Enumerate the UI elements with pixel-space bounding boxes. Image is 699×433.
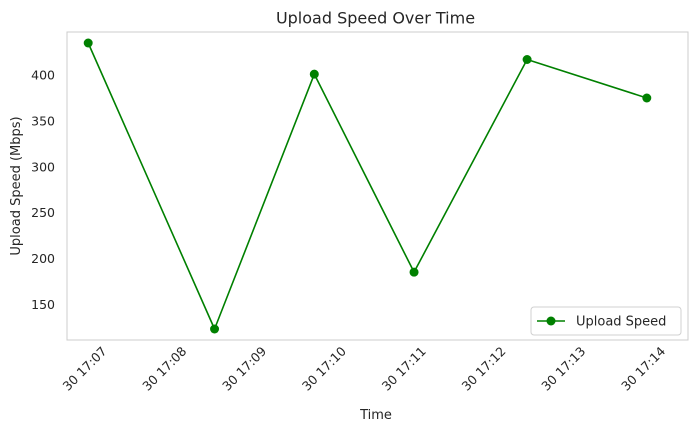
y-tick-label: 350 (31, 113, 55, 128)
x-axis-title: Time (359, 408, 392, 423)
legend-label: Upload Speed (576, 315, 666, 330)
y-tick-label: 400 (31, 68, 55, 83)
data-point (83, 38, 93, 48)
y-tick-label: 300 (31, 159, 55, 174)
data-point (409, 267, 419, 277)
y-axis: 150 200 250 300 350 400 (31, 68, 55, 312)
legend-marker-swatch (546, 316, 556, 326)
legend-box (530, 306, 682, 336)
series-line (87, 42, 648, 330)
data-point (522, 55, 532, 64)
data-point (642, 93, 652, 103)
legend: Upload Speed (530, 306, 682, 336)
y-tick-label: 200 (31, 251, 55, 266)
y-tick-label: 250 (31, 205, 55, 220)
chart-title: Upload Speed Over Time (276, 9, 475, 28)
y-axis-title: Upload Speed (Mbps) (9, 116, 24, 255)
y-tick-label: 150 (31, 297, 55, 312)
series-upload-speed (83, 38, 652, 334)
data-point (210, 324, 220, 334)
data-point (309, 69, 319, 79)
plot-area-frame (66, 31, 689, 341)
